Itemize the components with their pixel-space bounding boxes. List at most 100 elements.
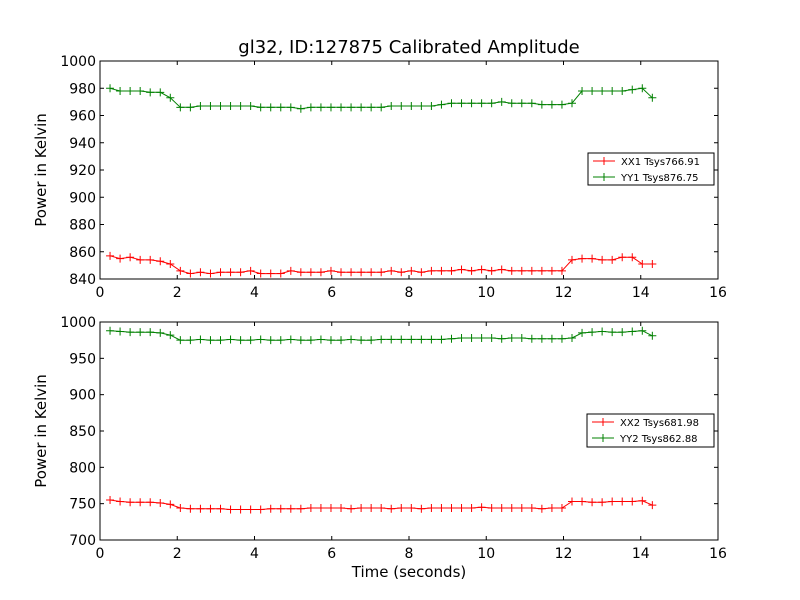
data-point [286,103,295,112]
data-point [337,336,346,345]
data-point [457,265,466,274]
data-point [447,99,456,108]
data-point [206,101,215,110]
data-point [377,335,386,344]
data-point [236,336,245,345]
data-point [467,333,476,342]
data-point [618,497,627,506]
x-axis-label: Time (seconds) [351,563,467,581]
y-tick-label: 700 [69,533,96,549]
data-point [236,101,245,110]
data-point [236,268,245,277]
data-point [527,334,536,343]
data-point [256,335,265,344]
data-point [306,103,315,112]
data-point [156,257,165,266]
data-point [517,504,526,513]
legend-entry-label: XX2 Tsys681.98 [620,418,699,429]
data-point [256,505,265,514]
data-point [567,255,576,264]
data-point [186,103,195,112]
data-point [608,328,617,337]
data-point [216,268,225,277]
y-tick-label: 920 [69,163,96,179]
data-point [447,504,456,513]
data-point [557,100,566,109]
data-point [306,268,315,277]
data-point [527,99,536,108]
data-point [156,88,165,97]
data-point [537,504,546,513]
x-tick-label: 16 [709,285,727,301]
data-point [467,504,476,513]
data-point [196,101,205,110]
data-point [266,336,275,345]
x-tick-label: 8 [405,546,414,562]
data-point [397,268,406,277]
data-point [256,269,265,278]
data-point [176,504,185,513]
data-point [477,265,486,274]
data-point [487,333,496,342]
data-point [417,101,426,110]
data-point [487,266,496,275]
data-point [306,336,315,345]
data-point [567,333,576,342]
data-point [377,268,386,277]
data-point [427,335,436,344]
data-point [116,254,125,263]
data-point [156,328,165,337]
data-point [337,504,346,513]
data-point [106,251,115,260]
data-point [296,504,305,513]
data-point [246,336,255,345]
y-tick-label: 960 [69,109,96,125]
data-point [497,334,506,343]
x-tick-label: 0 [96,546,105,562]
x-tick-label: 6 [327,546,336,562]
data-point [547,334,556,343]
y-tick-label: 940 [69,136,96,152]
data-point [608,497,617,506]
data-point [598,327,607,336]
data-point [166,331,175,340]
data-point [316,504,325,513]
legend: XX1 Tsys766.91 YY1 Tsys876.75 [587,152,715,186]
data-point [537,334,546,343]
data-point [427,266,436,275]
y-tick-label: 900 [69,190,96,206]
chart-panel-1: 0 2 4 6 8 10 12 14 16 840 860 880 900 920 940 960 980 100… [32,37,727,301]
data-point [316,335,325,344]
data-point [407,335,416,344]
data-point [136,328,145,337]
data-point [337,103,346,112]
legend-entry-label: XX1 Tsys766.91 [621,157,700,168]
data-point [537,266,546,275]
data-point [407,101,416,110]
data-point [286,335,295,344]
y-tick-label: 840 [69,272,96,288]
data-point [136,86,145,95]
data-point [216,101,225,110]
data-point [196,335,205,344]
data-point [126,498,135,507]
y-tick-label: 800 [69,460,96,476]
data-point [166,500,175,509]
data-point [628,327,637,336]
data-point [598,255,607,264]
y-axis-label: Power in Kelvin [32,113,50,227]
data-point [638,326,647,335]
data-point [377,103,386,112]
data-point [648,501,657,510]
data-point [347,504,356,513]
data-point [537,100,546,109]
legend-swatch-marker [600,157,608,165]
data-point [517,333,526,342]
data-point [387,101,396,110]
legend: XX2 Tsys681.98 YY2 Tsys862.88 [586,413,715,448]
data-point [347,335,356,344]
data-point [186,504,195,513]
data-point [557,266,566,275]
data-point [557,334,566,343]
data-point [266,103,275,112]
